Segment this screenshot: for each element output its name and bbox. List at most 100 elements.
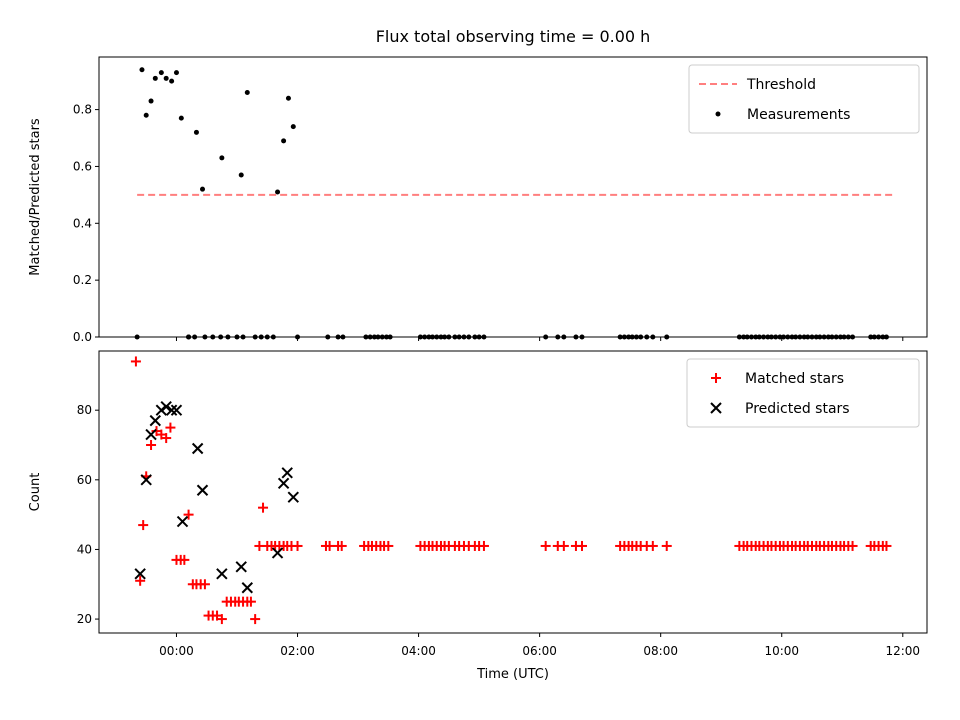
matched-stars-point — [558, 540, 569, 551]
x-tick-label: 12:00 — [885, 644, 920, 658]
legend-box — [686, 358, 920, 428]
y-tick-label: 0.0 — [73, 330, 92, 344]
legend-label: Threshold — [746, 77, 816, 93]
measurement-point — [281, 138, 287, 144]
x-b — [271, 547, 284, 559]
x-b — [160, 400, 172, 413]
matched-stars-point — [847, 540, 858, 551]
x-tick-label: 10:00 — [764, 644, 799, 658]
predicted-stars-point — [140, 474, 152, 486]
predicted-stars-point — [165, 404, 178, 416]
measurement-point — [290, 124, 296, 130]
legend-label: Measurements — [747, 107, 850, 123]
measurement-point — [152, 75, 158, 81]
measurement-point — [139, 67, 145, 73]
x-tick-label: 06:00 — [522, 644, 557, 658]
measurement-point — [244, 90, 250, 96]
x-b — [281, 467, 293, 479]
measurement-point — [173, 70, 179, 76]
matched-stars-point — [478, 540, 489, 551]
x-b — [145, 428, 157, 441]
measurement-point — [275, 189, 281, 195]
predicted-stars-point — [235, 561, 247, 573]
legend: Threshold Measurements — [688, 64, 920, 134]
predicted-stars-point — [191, 442, 204, 455]
matched-stars-point — [199, 579, 210, 590]
predicted-stars-point — [287, 491, 299, 503]
x-b — [196, 484, 209, 496]
measurement-point — [148, 98, 154, 104]
matched-stars-point — [250, 614, 261, 625]
measurement-point — [163, 75, 169, 81]
y-tick-label: 0.6 — [73, 159, 92, 173]
x-b — [277, 477, 290, 490]
matched-stars-point — [336, 540, 347, 551]
legend-label: Predicted stars — [745, 401, 850, 417]
x-b — [149, 414, 161, 427]
legend-predicted-swatch — [710, 402, 722, 414]
measurement-point — [200, 186, 205, 192]
matched-stars-point — [245, 596, 256, 607]
x-b — [165, 404, 178, 416]
x-b — [170, 404, 183, 416]
measurement-point — [285, 95, 291, 101]
x-b — [191, 442, 204, 455]
matched-stars-point — [661, 540, 672, 551]
top-axes: 0.0 0.2 0.4 0.6 0.8 Matched/Predicted stars Th… — [28, 56, 928, 344]
x-tick-label: 02:00 — [280, 644, 315, 658]
measurement-point — [158, 70, 164, 76]
predicted-stars-point — [277, 477, 290, 490]
y-tick-label: 60 — [77, 473, 92, 487]
matched-stars-point — [135, 575, 146, 586]
predicted-stars-point — [281, 467, 293, 479]
predicted-stars-point — [241, 582, 253, 594]
predicted-stars-point — [170, 404, 183, 416]
legend: Matched stars Predicted stars — [686, 358, 920, 428]
matched-stars-point — [138, 520, 149, 531]
measurement-point — [193, 129, 199, 135]
predicted-stars-point — [196, 484, 209, 496]
predicted-stars-point — [216, 568, 228, 580]
measurement-point — [169, 78, 175, 84]
measurement-point — [143, 112, 149, 118]
chart-title: Flux total observing time = 0.00 h — [376, 27, 651, 46]
y-tick-label: 0.2 — [73, 273, 92, 287]
legend-box — [688, 64, 920, 134]
matched-stars-point — [540, 540, 551, 551]
y-axis-label: Count — [28, 473, 43, 512]
predicted-stars-point — [176, 515, 189, 528]
x-b — [140, 474, 152, 486]
x-b — [235, 561, 247, 573]
predicted-stars-point — [134, 568, 146, 580]
matched-stars-point — [216, 614, 227, 625]
axes-frame — [98, 350, 928, 634]
matched-stars-point — [165, 422, 176, 433]
matched-stars-point — [146, 440, 157, 450]
matched-stars-point — [258, 502, 269, 513]
y-tick-label: 0.8 — [73, 103, 92, 117]
x-b — [241, 582, 253, 594]
measurement-point — [238, 172, 244, 178]
y-axis-label: Matched/Predicted stars — [28, 118, 43, 276]
predicted-stars-point — [149, 414, 161, 427]
predicted-stars-point — [145, 428, 157, 441]
measurement-point — [178, 115, 184, 121]
matched-stars-point — [292, 540, 303, 551]
y-tick-label: 20 — [77, 612, 92, 626]
matched-stars-point — [130, 356, 141, 367]
legend-label: Matched stars — [745, 371, 844, 387]
x-b — [216, 568, 228, 580]
matched-stars-point — [647, 540, 658, 551]
matched-stars-point — [881, 540, 892, 551]
matched-stars-point — [183, 509, 194, 520]
y-tick-label: 40 — [77, 542, 92, 556]
matched-stars-point — [179, 554, 190, 565]
bottom-axes: 20 40 60 80 00:00 02:00 04:00 06:00 08:00 10:00 12… — [28, 350, 928, 682]
x-b — [287, 491, 299, 503]
matched-stars-point — [577, 540, 587, 551]
x-b — [134, 568, 146, 580]
measurement-point — [219, 155, 225, 161]
y-tick-label: 0.4 — [73, 216, 92, 230]
x-b — [176, 515, 189, 528]
